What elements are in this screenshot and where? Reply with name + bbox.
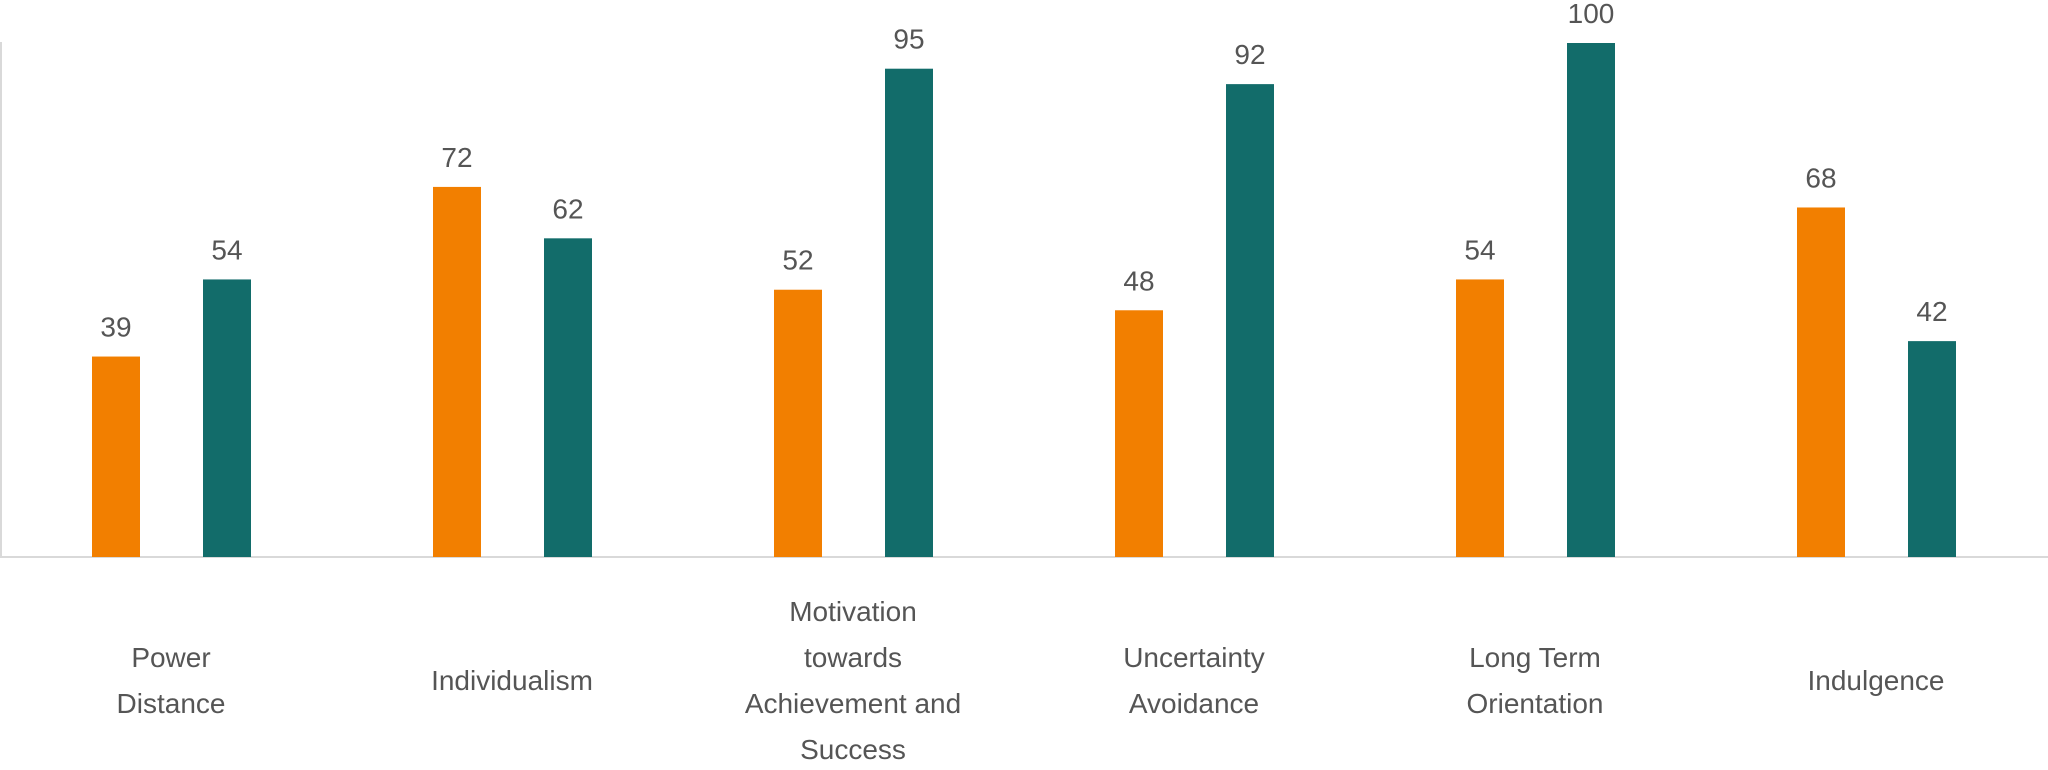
data-label-series2-cat2: 62: [552, 193, 583, 224]
data-label-series1-cat2: 72: [441, 142, 472, 173]
category-label-6: Indulgence: [1807, 665, 1944, 696]
bar-series1-cat5: [1456, 279, 1504, 557]
data-label-series2-cat1: 54: [211, 234, 242, 265]
category-label-1: Power Distance: [117, 642, 226, 719]
category-label-2: Individualism: [431, 665, 593, 696]
data-label-series1-cat5: 54: [1464, 234, 1495, 265]
category-label-line: towards: [804, 642, 902, 673]
bar-series1-cat1: [92, 356, 140, 557]
category-label-line: Motivation: [789, 596, 917, 627]
data-label-series1-cat6: 68: [1805, 162, 1836, 193]
category-label-line: Distance: [117, 688, 226, 719]
category-label-line: Orientation: [1467, 688, 1604, 719]
category-label-line: Individualism: [431, 665, 593, 696]
category-label-line: Success: [800, 734, 906, 765]
data-label-series2-cat3: 95: [893, 24, 924, 55]
bar-series2-cat3: [885, 68, 933, 557]
bar-series2-cat5: [1567, 43, 1615, 557]
category-label-line: Avoidance: [1129, 688, 1259, 719]
bar-series1-cat4: [1115, 310, 1163, 557]
category-label-line: Power: [131, 642, 210, 673]
bars-group: [92, 43, 1956, 558]
bar-series2-cat4: [1226, 84, 1274, 558]
bar-series1-cat6: [1797, 207, 1845, 558]
category-label-line: Uncertainty: [1123, 642, 1265, 673]
data-label-series1-cat3: 52: [782, 245, 813, 276]
data-label-series2-cat4: 92: [1234, 39, 1265, 70]
bar-series1-cat3: [774, 289, 822, 557]
data-label-series1-cat1: 39: [100, 312, 131, 343]
category-label-line: Long Term: [1469, 642, 1601, 673]
category-label-5: Long Term Orientation: [1467, 642, 1604, 719]
bar-series1-cat2: [433, 186, 481, 558]
value-labels-group: 39 54 72 62 52 95 48 92 54 100 68 42: [100, 0, 1947, 343]
category-label-line: Achievement and: [745, 688, 961, 719]
bar-series2-cat2: [544, 238, 592, 557]
category-label-line: Indulgence: [1807, 665, 1944, 696]
data-label-series2-cat6: 42: [1916, 296, 1947, 327]
bar-series2-cat6: [1908, 341, 1956, 557]
bar-series2-cat1: [203, 279, 251, 557]
data-label-series2-cat5: 100: [1568, 0, 1615, 29]
data-label-series1-cat4: 48: [1123, 265, 1154, 296]
category-label-4: Uncertainty Avoidance: [1123, 642, 1265, 719]
category-labels-group: Power Distance Individualism Motivation towa…: [117, 596, 1945, 765]
category-label-3: Motivation towards Achievement and Success: [745, 596, 961, 765]
